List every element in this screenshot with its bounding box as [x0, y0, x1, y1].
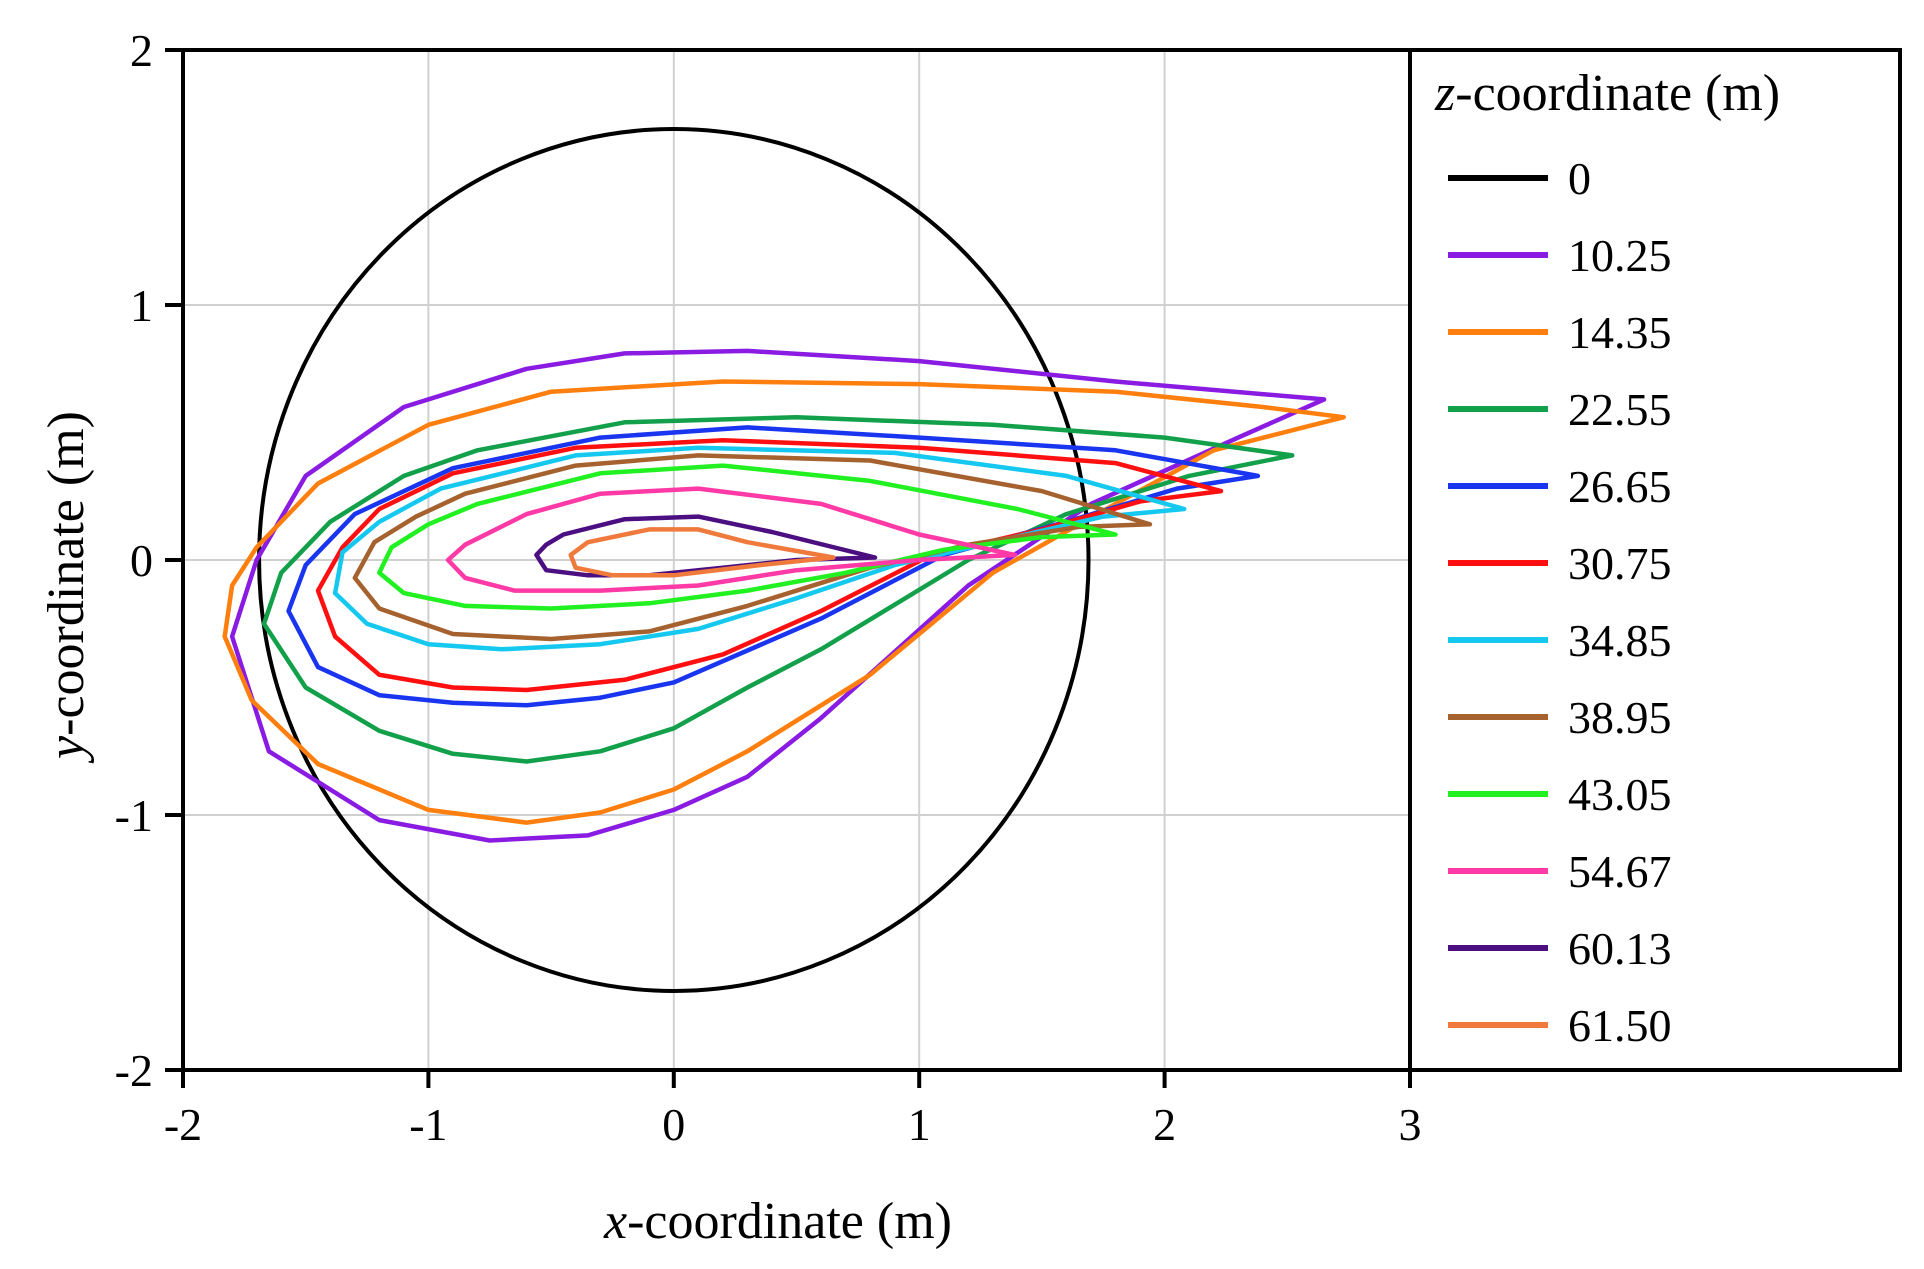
- legend-label-z-43.05: 43.05: [1568, 769, 1672, 820]
- legend-label-z-22.55: 22.55: [1568, 384, 1672, 435]
- y-tick-label: -1: [115, 790, 153, 841]
- series-line-z-61.50: [568, 527, 836, 578]
- legend-entries: 0 10.25 14.35 22.55 26.65 30.75 34.85 38.95 43.0…: [1448, 153, 1672, 1051]
- series-line-z-26.65: [286, 425, 1261, 708]
- series-line-z-30.75: [315, 437, 1224, 693]
- legend-label-z-10.25: 10.25: [1568, 230, 1672, 281]
- x-axis-title: x-coordinate (m): [603, 1193, 952, 1250]
- series-line-z-22.55: [261, 414, 1295, 764]
- x-tick-label: 1: [908, 1099, 931, 1150]
- legend-label-z-30.75: 30.75: [1568, 538, 1672, 589]
- legend-title: z-coordinate (m): [1434, 65, 1780, 122]
- legend-label-z-54.67: 54.67: [1568, 846, 1672, 897]
- series-line-z-54.67: [445, 486, 1018, 593]
- legend: z-coordinate (m) 0 10.25 14.35 22.55 26.65 30…: [1408, 48, 1902, 1072]
- axis-ticks: -2 -1 0 1 2 3 -2 -1 0 1 2: [115, 25, 1422, 1150]
- x-tick-label: 0: [662, 1099, 685, 1150]
- legend-label-z-60.13: 60.13: [1568, 923, 1672, 974]
- series-line-z-43.05: [377, 463, 1118, 611]
- legend-label-z-38.95: 38.95: [1568, 692, 1672, 743]
- y-tick-label: 2: [130, 25, 153, 76]
- y-axis-title: y-coordinate (m): [38, 411, 95, 764]
- legend-label-z-26.65: 26.65: [1568, 461, 1672, 512]
- x-tick-label: -2: [164, 1099, 202, 1150]
- series-line-z-34.85: [332, 445, 1187, 652]
- series-line-z-10.25: [229, 348, 1327, 843]
- y-tick-label: -2: [115, 1045, 153, 1096]
- x-tick-label: 3: [1399, 1099, 1422, 1150]
- legend-label-z-61.50: 61.50: [1568, 1000, 1672, 1051]
- x-tick-label: 2: [1153, 1099, 1176, 1150]
- legend-label-z-34.85: 34.85: [1568, 615, 1672, 666]
- series-line-z-14.35: [222, 379, 1346, 825]
- series-line-z-38.95: [352, 453, 1153, 642]
- x-tick-label: -1: [409, 1099, 447, 1150]
- legend-label-z-0: 0: [1568, 153, 1591, 204]
- series-group: [222, 127, 1346, 993]
- y-tick-label: 0: [130, 535, 153, 586]
- legend-label-z-14.35: 14.35: [1568, 307, 1672, 358]
- y-tick-label: 1: [130, 280, 153, 331]
